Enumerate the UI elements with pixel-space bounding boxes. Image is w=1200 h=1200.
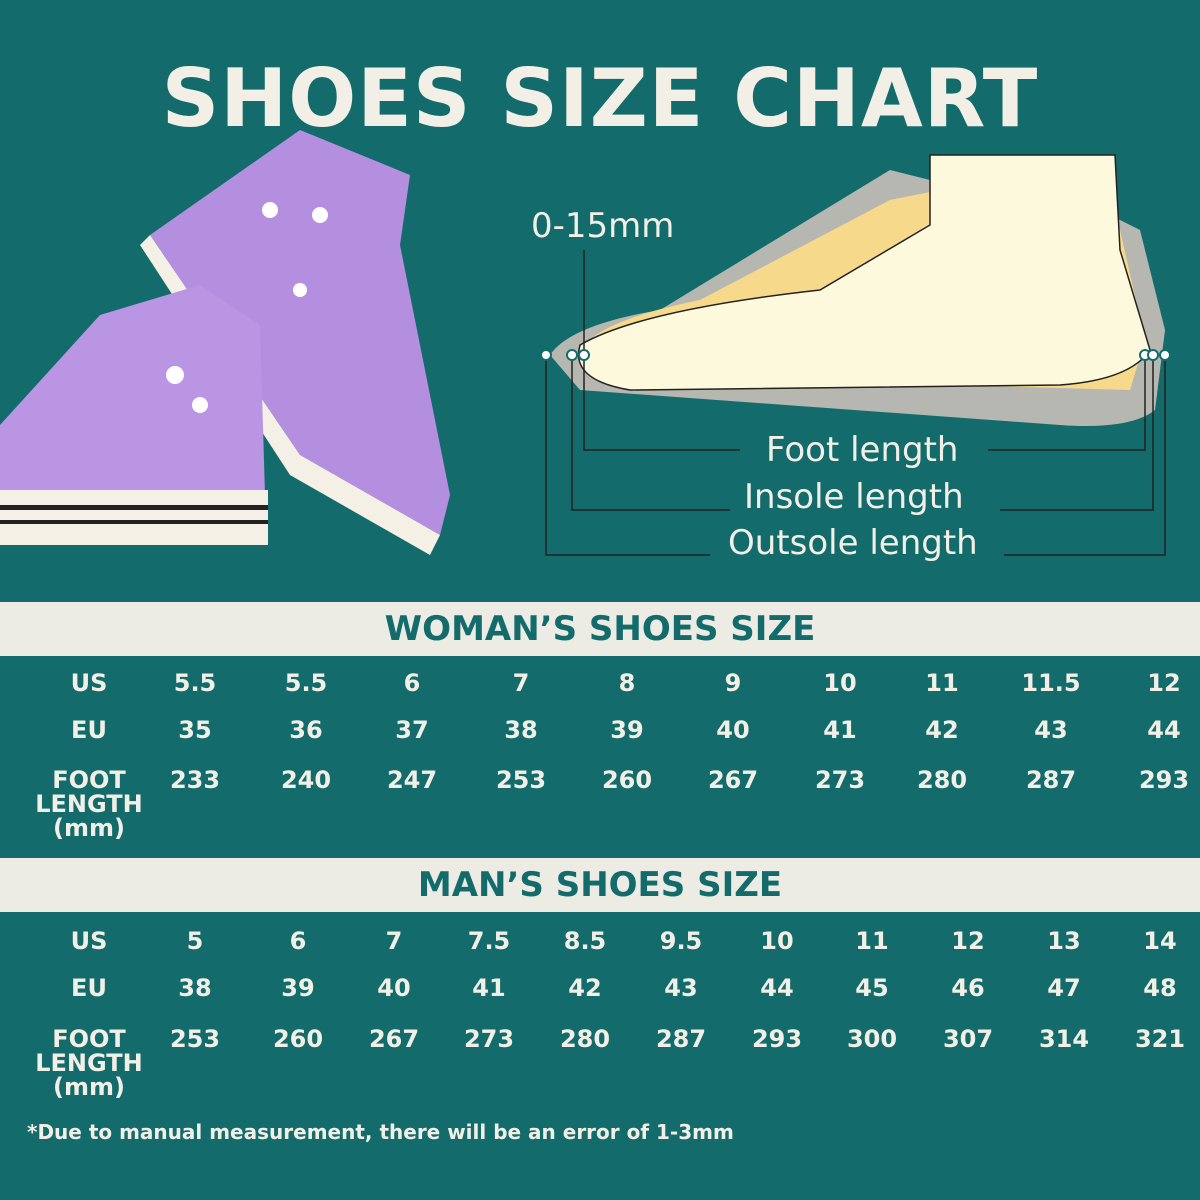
gap-label: 0-15mm	[531, 206, 675, 246]
size-cell-eu: 43	[664, 974, 698, 1002]
size-cell-us: 8	[618, 669, 636, 697]
size-cell-foot-length-mm: 321	[1134, 1025, 1186, 1053]
size-cell-us: 9	[724, 669, 742, 697]
size-cell-us: 6	[403, 669, 421, 697]
size-cell-eu: 48	[1143, 974, 1177, 1002]
size-cell-us: 5	[186, 927, 204, 955]
foot-length-label: Foot length	[766, 430, 959, 470]
size-cell-eu: 42	[925, 716, 959, 744]
size-cell-foot-length-mm: 280	[559, 1025, 611, 1053]
size-cell-us: 11	[855, 927, 889, 955]
size-cell-us: 6	[289, 927, 307, 955]
size-cell-eu: 42	[568, 974, 602, 1002]
size-cell-eu: 35	[178, 716, 212, 744]
size-cell-us: 11.5	[1021, 669, 1081, 697]
size-cell-foot-length-mm: 280	[916, 766, 968, 794]
size-cell-foot-length-mm: 307	[942, 1025, 994, 1053]
size-cell-eu: 40	[377, 974, 411, 1002]
size-cell-foot-length-mm: 314	[1038, 1025, 1090, 1053]
size-cell-eu: 41	[823, 716, 857, 744]
size-cell-foot-length-mm: 293	[1138, 766, 1190, 794]
size-cell-eu: 38	[178, 974, 212, 1002]
row-label-us: US	[70, 669, 108, 697]
size-cell-foot-length-mm: 247	[386, 766, 438, 794]
size-cell-foot-length-mm: 240	[280, 766, 332, 794]
size-cell-foot-length-mm: 253	[169, 1025, 221, 1053]
row-label-foot-length-mm: FOOT LENGTH (mm)	[35, 766, 143, 842]
size-cell-foot-length-mm: 300	[846, 1025, 898, 1053]
size-cell-eu: 38	[504, 716, 538, 744]
outsole-length-label: Outsole length	[728, 523, 978, 563]
size-cell-eu: 47	[1047, 974, 1081, 1002]
measurement-note: *Due to manual measurement, there will b…	[27, 1120, 734, 1144]
size-cell-foot-length-mm: 287	[655, 1025, 707, 1053]
size-cell-foot-length-mm: 293	[751, 1025, 803, 1053]
size-cell-eu: 44	[1147, 716, 1181, 744]
size-cell-foot-length-mm: 287	[1025, 766, 1077, 794]
size-cell-us: 11	[925, 669, 959, 697]
row-label-eu: EU	[71, 716, 107, 744]
size-cell-us: 14	[1143, 927, 1177, 955]
size-cell-us: 5.5	[284, 669, 328, 697]
row-label-foot-length-mm: FOOT LENGTH (mm)	[35, 1025, 143, 1101]
size-cell-us: 7	[512, 669, 530, 697]
size-cell-foot-length-mm: 233	[169, 766, 221, 794]
size-cell-eu: 39	[281, 974, 315, 1002]
size-cell-eu: 45	[855, 974, 889, 1002]
sneakers-image	[0, 130, 450, 555]
page-title: SHOES SIZE CHART	[161, 52, 1039, 145]
size-cell-us: 12	[951, 927, 985, 955]
size-cell-foot-length-mm: 273	[814, 766, 866, 794]
size-cell-foot-length-mm: 260	[272, 1025, 324, 1053]
size-cell-us: 7.5	[467, 927, 511, 955]
size-cell-foot-length-mm: 260	[601, 766, 653, 794]
insole-length-label: Insole length	[744, 477, 964, 517]
size-cell-us: 9.5	[659, 927, 703, 955]
size-cell-eu: 44	[760, 974, 794, 1002]
size-cell-us: 12	[1147, 669, 1181, 697]
foot-diagram	[540, 154, 1171, 556]
row-label-eu: EU	[71, 974, 107, 1002]
size-cell-foot-length-mm: 273	[463, 1025, 515, 1053]
size-cell-us: 10	[760, 927, 794, 955]
size-cell-us: 13	[1047, 927, 1081, 955]
size-cell-us: 7	[385, 927, 403, 955]
size-cell-eu: 46	[951, 974, 985, 1002]
size-cell-foot-length-mm: 253	[495, 766, 547, 794]
size-cell-eu: 36	[289, 716, 323, 744]
size-cell-us: 10	[823, 669, 857, 697]
man-size-heading: MAN’S SHOES SIZE	[0, 858, 1200, 912]
size-cell-foot-length-mm: 267	[368, 1025, 420, 1053]
size-cell-eu: 41	[472, 974, 506, 1002]
woman-size-heading: WOMAN’S SHOES SIZE	[0, 602, 1200, 656]
size-cell-eu: 43	[1034, 716, 1068, 744]
size-cell-eu: 37	[395, 716, 429, 744]
size-cell-us: 5.5	[173, 669, 217, 697]
size-cell-eu: 39	[610, 716, 644, 744]
size-cell-eu: 40	[716, 716, 750, 744]
row-label-us: US	[70, 927, 108, 955]
size-cell-us: 8.5	[563, 927, 607, 955]
size-cell-foot-length-mm: 267	[707, 766, 759, 794]
